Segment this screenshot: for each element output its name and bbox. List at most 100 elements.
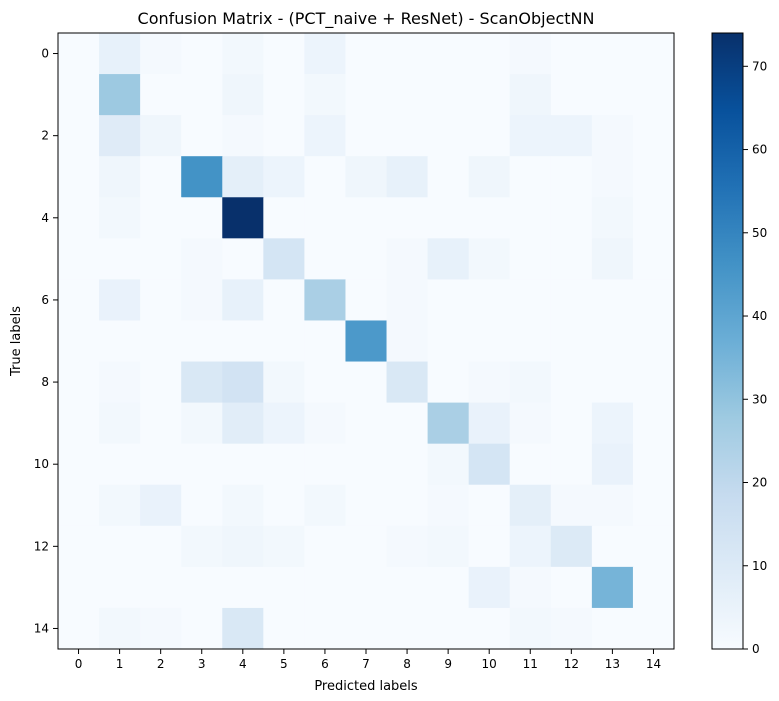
x-tick-label: 12 [564, 657, 579, 671]
y-tick-label: 6 [41, 293, 49, 307]
heatmap-cell [222, 443, 264, 486]
heatmap-cell [386, 320, 429, 363]
heatmap-cell [304, 279, 347, 322]
heatmap-cell [58, 320, 100, 363]
heatmap-cell [386, 74, 429, 116]
heatmap-cell [427, 74, 470, 116]
colorbar-tick-label: 20 [752, 476, 767, 490]
heatmap-cell [427, 115, 470, 157]
heatmap-cell [427, 607, 470, 650]
heatmap-cell [550, 443, 593, 486]
heatmap-cell [304, 361, 347, 404]
heatmap-cell [550, 607, 593, 650]
heatmap-cell [591, 361, 634, 404]
heatmap-cell [509, 525, 552, 568]
heatmap-cell [222, 320, 264, 363]
heatmap-cell [509, 443, 552, 486]
heatmap-cell [222, 402, 264, 445]
x-tick-label: 6 [321, 657, 329, 671]
heatmap-cell [345, 238, 388, 280]
heatmap-cell [550, 115, 593, 157]
heatmap-cell [632, 484, 675, 527]
heatmap-cell [345, 525, 388, 568]
colorbar-tick-label: 50 [752, 226, 767, 240]
heatmap-cell [427, 566, 470, 609]
heatmap-cell [140, 525, 182, 568]
x-axis-label: Predicted labels [314, 679, 418, 694]
heatmap-cell [550, 320, 593, 363]
x-tick-label: 11 [523, 657, 538, 671]
heatmap-cell [140, 115, 182, 157]
heatmap-cell [99, 402, 141, 445]
heatmap-cell [140, 33, 182, 75]
heatmap-cell [222, 238, 264, 280]
heatmap-cell [468, 525, 511, 568]
heatmap-cell [468, 156, 511, 198]
heatmap-cell [222, 33, 264, 75]
heatmap-cell [263, 566, 305, 609]
heatmap-cell [591, 566, 634, 609]
heatmap-cell [304, 443, 347, 486]
heatmap-cell [386, 443, 429, 486]
x-tick-label: 3 [198, 657, 206, 671]
heatmap-cell [427, 320, 470, 363]
heatmap-cell [304, 238, 347, 280]
heatmap-cell [345, 197, 388, 239]
heatmap-cell [591, 402, 634, 445]
heatmap-cell [99, 33, 141, 75]
heatmap-cell [58, 361, 100, 404]
heatmap-cell [591, 320, 634, 363]
heatmap-cell [632, 279, 675, 322]
x-tick-label: 5 [280, 657, 288, 671]
heatmap-cell [304, 320, 347, 363]
heatmap-cell [632, 443, 675, 486]
heatmap-cell [468, 115, 511, 157]
heatmap-cell [304, 525, 347, 568]
heatmap-cell [99, 238, 141, 280]
heatmap-cell [550, 361, 593, 404]
y-tick-label: 4 [41, 211, 49, 225]
heatmap-cell [591, 115, 634, 157]
heatmap-cell [58, 156, 100, 198]
heatmap-cell [140, 320, 182, 363]
heatmap-cell [181, 566, 223, 609]
heatmap-cell [468, 443, 511, 486]
heatmap-cell [263, 74, 305, 116]
x-tick-label: 10 [482, 657, 497, 671]
heatmap-cell [99, 279, 141, 322]
heatmap-cell [181, 361, 223, 404]
heatmap-cell [427, 33, 470, 75]
heatmap-cell [181, 484, 223, 527]
heatmap-cell [550, 484, 593, 527]
heatmap-cell [345, 74, 388, 116]
heatmap-cell [181, 525, 223, 568]
heatmap-cell [304, 566, 347, 609]
colorbar-tick-label: 60 [752, 143, 767, 157]
heatmap-cell [222, 115, 264, 157]
heatmap-cell [263, 484, 305, 527]
heatmap-cell [58, 279, 100, 322]
chart-title: Confusion Matrix - (PCT_naive + ResNet) … [138, 9, 595, 29]
heatmap-cell [345, 607, 388, 650]
x-tick-label: 2 [157, 657, 165, 671]
heatmap-cell [263, 115, 305, 157]
heatmap-cell [58, 238, 100, 280]
heatmap-cell [140, 279, 182, 322]
heatmap-cell [222, 279, 264, 322]
heatmap-cell [263, 607, 305, 650]
heatmap-cell [222, 74, 264, 116]
heatmap-cell [632, 115, 675, 157]
heatmap-cell [345, 443, 388, 486]
y-tick-label: 0 [41, 47, 49, 61]
heatmap-cell [181, 443, 223, 486]
heatmap-cell [632, 320, 675, 363]
heatmap-cell [263, 156, 305, 198]
heatmap-cell [58, 484, 100, 527]
heatmap-cell [304, 484, 347, 527]
heatmap-cell [427, 279, 470, 322]
heatmap-cell [632, 33, 675, 75]
heatmap-cell [509, 279, 552, 322]
colorbar [711, 32, 744, 650]
heatmap-cell [58, 443, 100, 486]
